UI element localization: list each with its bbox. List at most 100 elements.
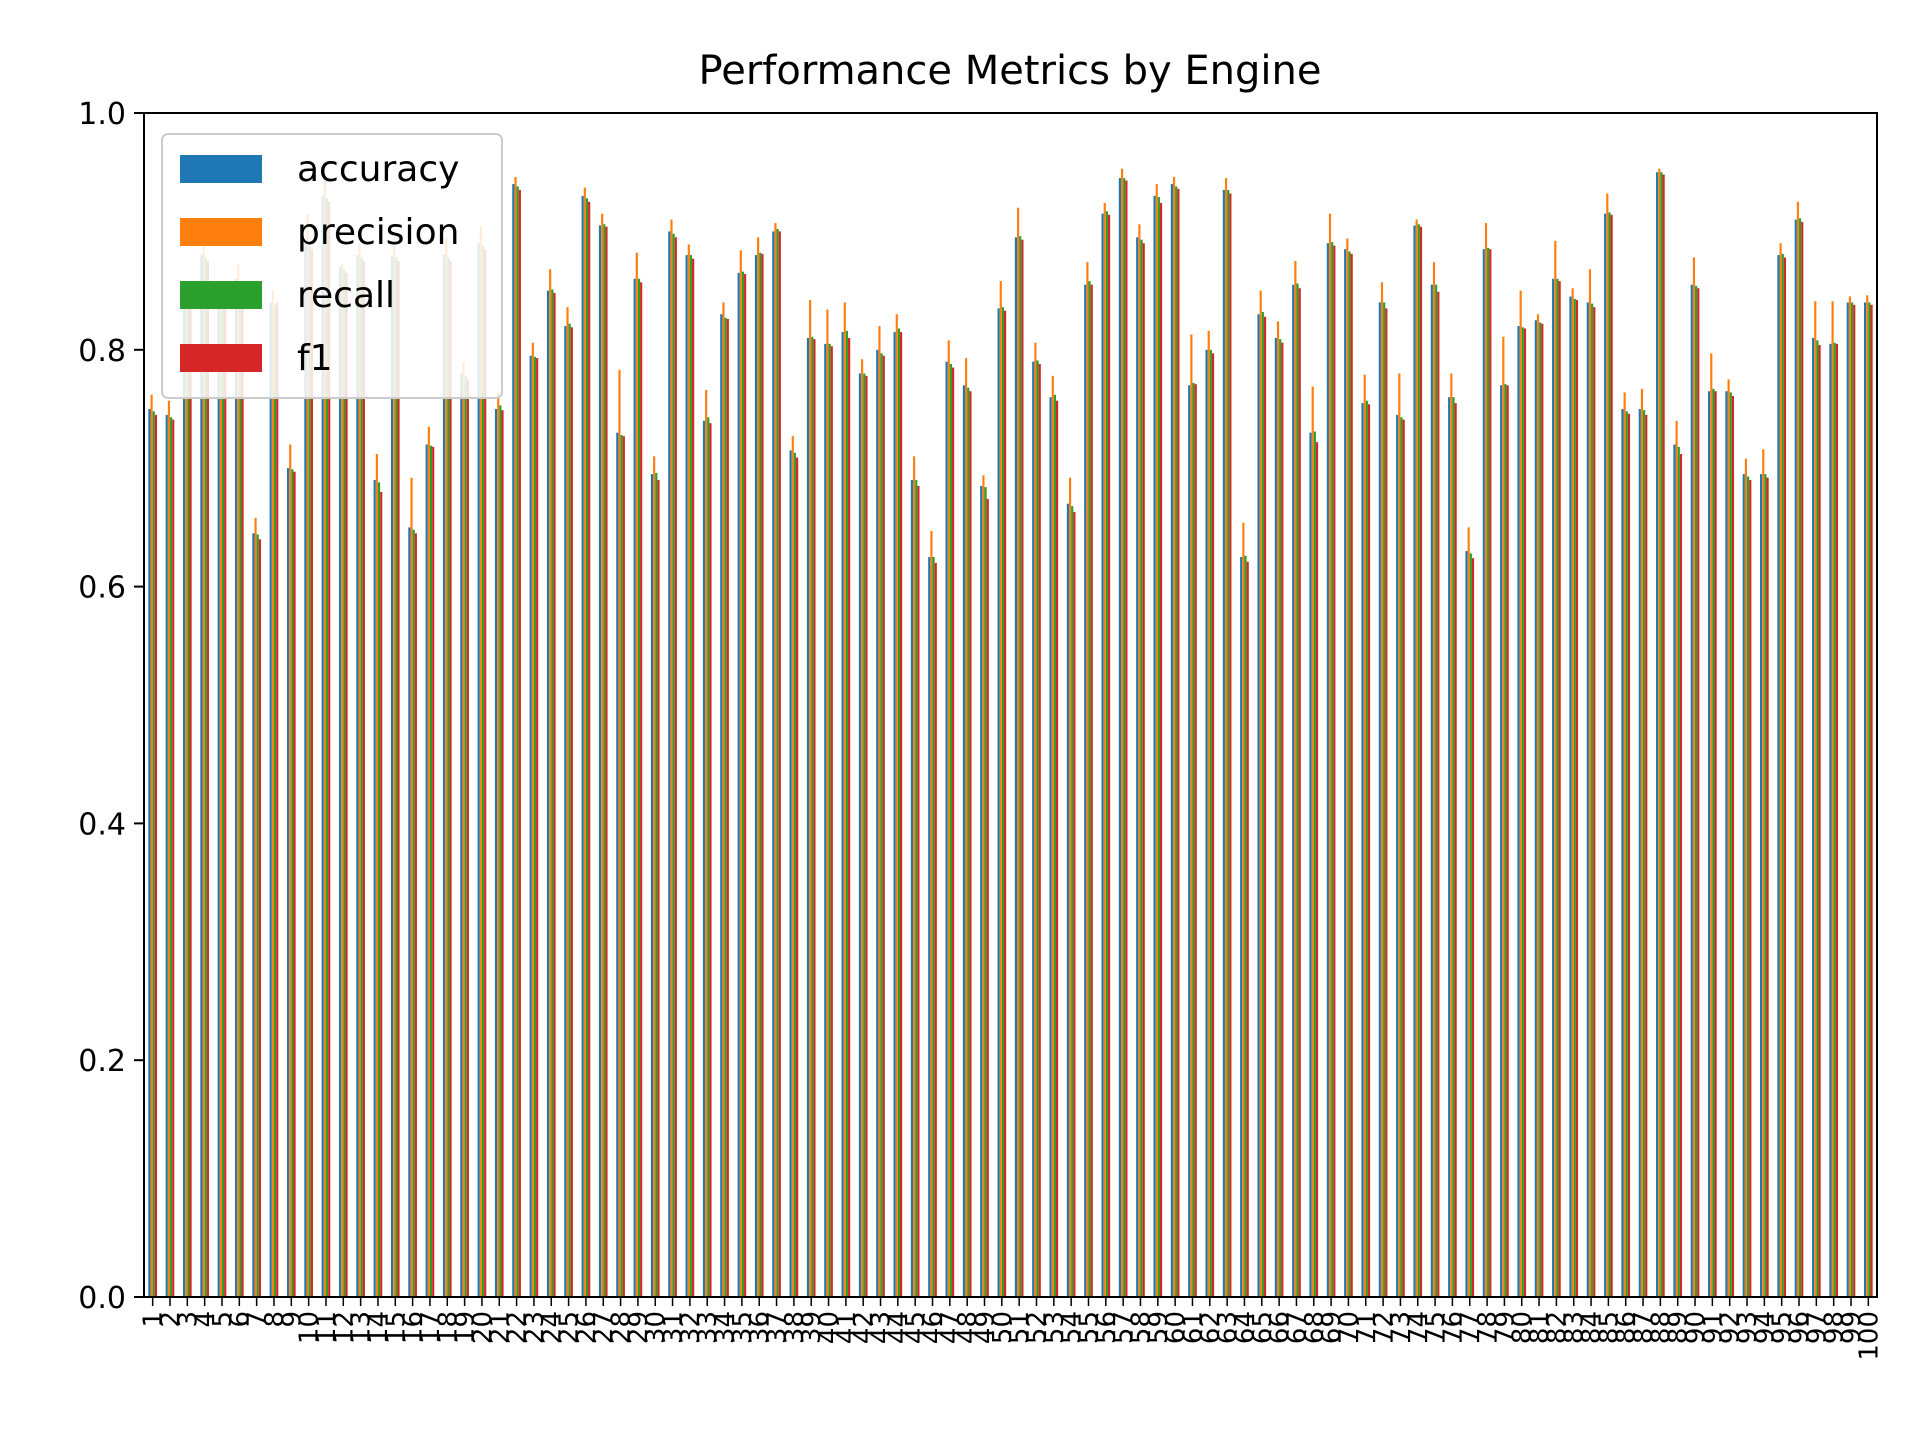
- bar-precision-14: [375, 453, 378, 1297]
- bar-recall-79: [1504, 384, 1507, 1297]
- bar-precision-9: [289, 444, 292, 1297]
- x-tick-label: 80: [1508, 1311, 1538, 1344]
- bar-recall-89: [1677, 446, 1680, 1297]
- bar-accuracy-46: [928, 557, 931, 1297]
- bar-recall-71: [1365, 400, 1368, 1298]
- legend-swatch-accuracy: [180, 155, 262, 183]
- x-tick-label: 49: [971, 1311, 1001, 1344]
- bar-f1-88: [1662, 174, 1665, 1297]
- bar-accuracy-82: [1552, 278, 1555, 1297]
- x-tick-label: 35: [728, 1311, 758, 1344]
- x-tick-label: 48: [953, 1311, 983, 1344]
- bar-precision-74: [1415, 219, 1418, 1297]
- legend-swatch-recall: [180, 281, 262, 309]
- bar-accuracy-24: [546, 290, 550, 1298]
- bar-recall-15: [395, 257, 398, 1298]
- bar-precision-97: [1814, 301, 1817, 1297]
- bar-accuracy-85: [1604, 213, 1607, 1297]
- bar-recall-22: [516, 186, 519, 1297]
- bar-accuracy-69: [1326, 243, 1329, 1298]
- bar-accuracy-100: [1864, 302, 1867, 1297]
- bar-recall-8: [273, 304, 277, 1297]
- bar-precision-46: [930, 530, 933, 1297]
- x-tick-label: 21: [485, 1311, 515, 1344]
- bar-accuracy-83: [1569, 296, 1572, 1297]
- bar-f1-77: [1471, 558, 1475, 1297]
- bar-accuracy-5: [217, 302, 220, 1297]
- bar-recall-74: [1417, 224, 1420, 1297]
- bar-precision-50: [999, 281, 1002, 1297]
- x-tick-label: 78: [1473, 1311, 1503, 1344]
- bar-precision-47: [947, 340, 950, 1298]
- y-tick-label: 0.4: [78, 807, 126, 842]
- x-tick-label: 63: [1213, 1311, 1243, 1344]
- bar-f1-92: [1731, 395, 1735, 1298]
- bar-accuracy-38: [789, 450, 792, 1297]
- bar-f1-10: [310, 249, 313, 1297]
- bar-recall-83: [1573, 298, 1576, 1297]
- x-tick-label: 53: [1040, 1311, 1070, 1344]
- bar-precision-25: [566, 307, 569, 1297]
- x-tick-label: 62: [1196, 1311, 1226, 1344]
- x-tick-label: 31: [659, 1311, 689, 1344]
- bar-precision-56: [1103, 202, 1106, 1298]
- bar-recall-75: [1435, 284, 1438, 1297]
- bar-accuracy-74: [1413, 225, 1416, 1298]
- bar-recall-39: [811, 336, 814, 1297]
- bar-precision-23: [531, 342, 534, 1297]
- bar-recall-16: [412, 529, 415, 1297]
- bar-recall-76: [1452, 397, 1455, 1297]
- bar-f1-25: [570, 327, 573, 1297]
- bar-accuracy-29: [633, 278, 636, 1297]
- bar-recall-72: [1383, 302, 1386, 1297]
- bar-recall-88: [1660, 172, 1663, 1298]
- bar-accuracy-66: [1274, 337, 1277, 1298]
- bar-accuracy-4: [200, 255, 203, 1298]
- bar-accuracy-52: [1032, 361, 1035, 1297]
- x-tick-label: 86: [1612, 1311, 1642, 1344]
- x-tick-label: 16: [399, 1311, 429, 1344]
- bar-precision-76: [1450, 373, 1453, 1298]
- bar-precision-87: [1640, 388, 1644, 1297]
- legend-label-precision: precision: [297, 212, 459, 253]
- bar-recall-11: [325, 198, 329, 1297]
- bar-accuracy-8: [269, 302, 272, 1297]
- x-tick-label: 26: [572, 1311, 602, 1344]
- bar-f1-50: [1004, 310, 1007, 1298]
- bar-recall-60: [1175, 186, 1178, 1297]
- bar-precision-96: [1796, 201, 1800, 1297]
- bar-precision-100: [1866, 295, 1869, 1298]
- bar-accuracy-47: [945, 361, 948, 1297]
- bar-f1-34: [726, 319, 729, 1297]
- bar-precision-43: [878, 326, 881, 1297]
- bar-f1-67: [1298, 288, 1301, 1298]
- bar-f1-24: [553, 292, 556, 1298]
- x-tick-label: 76: [1438, 1311, 1468, 1344]
- bar-precision-41: [843, 302, 846, 1297]
- bar-precision-81: [1536, 314, 1540, 1297]
- x-tick-label: 72: [1369, 1311, 1399, 1344]
- bar-precision-5: [219, 290, 222, 1298]
- bar-f1-17: [432, 446, 435, 1297]
- bar-f1-98: [1835, 343, 1839, 1297]
- bar-accuracy-10: [304, 243, 307, 1298]
- x-tick-label: 70: [1334, 1311, 1364, 1344]
- bar-accuracy-45: [910, 480, 914, 1297]
- x-tick-label: 13: [347, 1311, 377, 1344]
- bar-accuracy-79: [1500, 385, 1503, 1297]
- bar-precision-33: [705, 390, 708, 1297]
- x-tick-label: 47: [936, 1311, 966, 1344]
- bar-accuracy-89: [1673, 444, 1676, 1297]
- bar-accuracy-15: [390, 255, 394, 1298]
- bar-f1-47: [952, 367, 955, 1297]
- bar-precision-29: [635, 252, 638, 1298]
- bar-f1-62: [1211, 353, 1215, 1298]
- x-tick-label: 15: [381, 1311, 411, 1344]
- bar-accuracy-78: [1482, 249, 1485, 1297]
- bar-recall-14: [377, 482, 381, 1297]
- bar-precision-16: [410, 477, 413, 1297]
- bar-recall-30: [655, 472, 658, 1297]
- bar-f1-37: [778, 231, 781, 1297]
- bar-accuracy-1: [148, 409, 151, 1297]
